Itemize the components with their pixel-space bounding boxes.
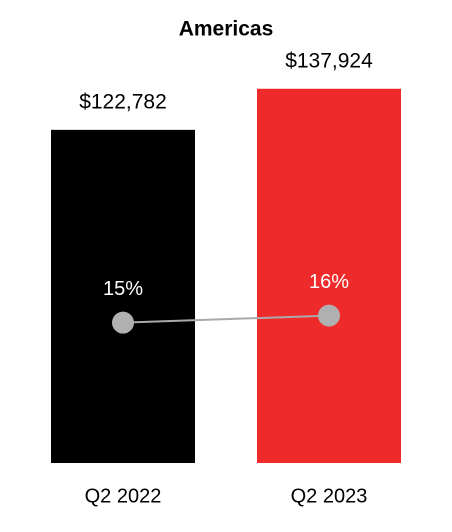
chart-title: Americas <box>179 18 274 41</box>
line-marker <box>318 304 340 327</box>
bar-value-label: $122,782 <box>79 90 167 113</box>
line <box>122 314 330 324</box>
x-tick-label: Q2 2022 <box>85 485 162 507</box>
line-value-label: 16% <box>309 271 349 293</box>
bar-value-label: $137,924 <box>285 49 373 72</box>
line-value-label: 15% <box>103 278 143 300</box>
x-tick-label: Q2 2023 <box>291 485 368 507</box>
line-marker <box>112 311 134 334</box>
bar <box>51 129 195 463</box>
bar <box>257 88 401 464</box>
